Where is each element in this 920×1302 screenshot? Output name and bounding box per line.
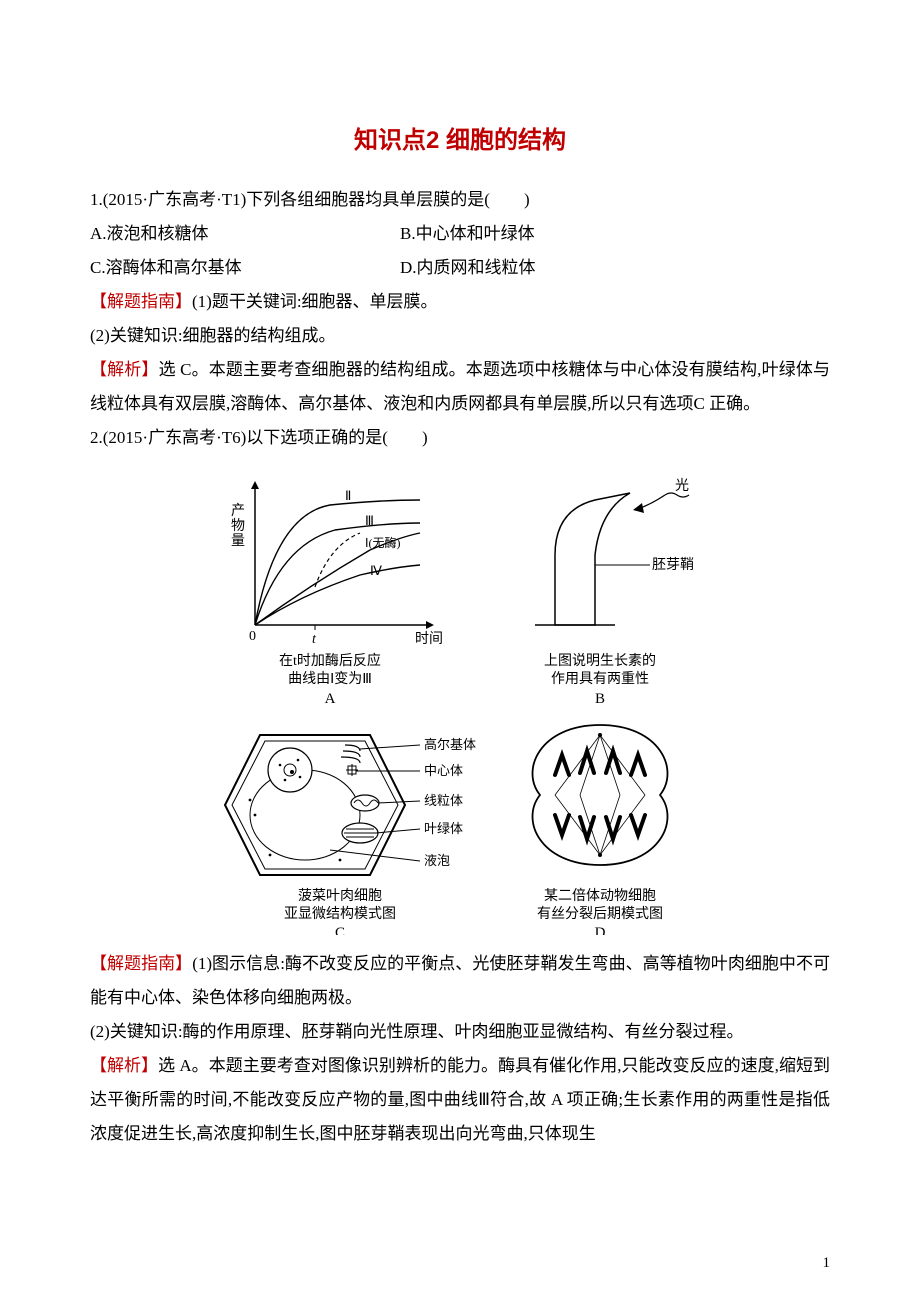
panel-b-cap1: 上图说明生长素的 — [544, 653, 656, 669]
q1-opt-c: C.溶酶体和高尔基体 — [90, 251, 400, 285]
q2-guide-2: (2)关键知识:酶的作用原理、胚芽鞘向光性原理、叶肉细胞亚显微结构、有丝分裂过程… — [90, 1015, 830, 1049]
panel-c: 高尔基体 中心体 线粒体 叶绿体 液泡 菠菜叶肉细胞 亚显微结构模式图 C — [225, 735, 476, 935]
panel-d-tag: D — [595, 925, 606, 935]
curve-i: Ⅰ(无酶) — [365, 535, 401, 550]
q1-ans-label: 【解析】 — [90, 360, 159, 379]
page: 知识点2 细胞的结构 1.(2015·广东高考·T1)下列各组细胞器均具单层膜的… — [0, 0, 920, 1302]
page-title: 知识点2 细胞的结构 — [90, 120, 830, 155]
q1-guide-1: 【解题指南】(1)题干关键词:细胞器、单层膜。 — [90, 285, 830, 319]
q2-guide-1: 【解题指南】(1)图示信息:酶不改变反应的平衡点、光使胚芽鞘发生弯曲、高等植物叶… — [90, 947, 830, 1015]
panel-c-cap1: 菠菜叶肉细胞 — [298, 888, 382, 904]
panel-a-cap1: 在t时加酶后反应 — [279, 652, 381, 669]
q2-stem: 2.(2015·广东高考·T6)以下选项正确的是( ) — [90, 421, 830, 455]
q2-analysis: 【解析】选 A。本题主要考查对图像识别辨析的能力。酶具有催化作用,只能改变反应的… — [90, 1049, 830, 1151]
panel-c-l4: 液泡 — [424, 853, 450, 868]
panel-d-cap2: 有丝分裂后期模式图 — [537, 906, 663, 922]
panel-c-l0: 高尔基体 — [424, 737, 476, 752]
q2-guide-text-1: (1)图示信息:酶不改变反应的平衡点、光使胚芽鞘发生弯曲、高等植物叶肉细胞中不可… — [90, 954, 830, 1007]
q1-opt-a: A.液泡和核糖体 — [90, 217, 400, 251]
panel-a-origin: 0 — [249, 629, 256, 644]
q1-options-row1: A.液泡和核糖体 B.中心体和叶绿体 — [90, 217, 830, 251]
q1-guide-text-1: (1)题干关键词:细胞器、单层膜。 — [192, 292, 438, 311]
panel-a-t: t — [312, 632, 317, 647]
panel-a-ylabel: 产物量 — [231, 503, 245, 549]
q1-opt-b: B.中心体和叶绿体 — [400, 217, 535, 251]
panel-d-cap1: 某二倍体动物细胞 — [544, 888, 656, 904]
q2-ans-text: 选 A。本题主要考查对图像识别辨析的能力。酶具有催化作用,只能改变反应的速度,缩… — [90, 1056, 830, 1143]
q2-guide-label: 【解题指南】 — [90, 954, 192, 973]
panel-b-cap2: 作用具有两重性 — [551, 671, 649, 687]
panel-a: 产物量 时间 0 t Ⅱ Ⅲ Ⅰ(无酶) — [231, 481, 443, 707]
q1-stem: 1.(2015·广东高考·T1)下列各组细胞器均具单层膜的是( ) — [90, 183, 830, 217]
curve-iii: Ⅲ — [365, 513, 374, 528]
panel-c-cap2: 亚显微结构模式图 — [284, 906, 396, 922]
q2-ans-label: 【解析】 — [90, 1056, 158, 1075]
panel-b-light: 光 — [675, 478, 689, 494]
panel-c-l3: 叶绿体 — [424, 821, 463, 836]
curve-ii: Ⅱ — [345, 488, 351, 503]
panel-d: 某二倍体动物细胞 有丝分裂后期模式图 D — [533, 725, 668, 935]
curve-iv: Ⅳ — [370, 563, 382, 578]
panel-c-l2: 线粒体 — [424, 793, 463, 808]
q1-guide-2: (2)关键知识:细胞器的结构组成。 — [90, 319, 830, 353]
page-number: 1 — [823, 1255, 831, 1272]
panel-b: 光 胚芽鞘 上图说明生长素的 作用具有两重性 B — [535, 478, 694, 707]
panel-b-part: 胚芽鞘 — [652, 557, 694, 573]
q1-ans-text: 选 C。本题主要考查细胞器的结构组成。本题选项中核糖体与中心体没有膜结构,叶绿体… — [90, 360, 830, 413]
q2-figure-svg: 产物量 时间 0 t Ⅱ Ⅲ Ⅰ(无酶) — [200, 465, 720, 935]
q1-analysis: 【解析】选 C。本题主要考查细胞器的结构组成。本题选项中核糖体与中心体没有膜结构… — [90, 353, 830, 421]
panel-b-tag: B — [595, 691, 605, 707]
q1-guide-label: 【解题指南】 — [90, 292, 192, 311]
q1-opt-d: D.内质网和线粒体 — [400, 251, 536, 285]
panel-a-cap2: 曲线由Ⅰ变为Ⅲ — [288, 671, 372, 687]
panel-c-tag: C — [335, 925, 345, 935]
q1-options-row2: C.溶酶体和高尔基体 D.内质网和线粒体 — [90, 251, 830, 285]
q2-figure: 产物量 时间 0 t Ⅱ Ⅲ Ⅰ(无酶) — [90, 465, 830, 935]
panel-c-l1: 中心体 — [424, 763, 463, 778]
panel-a-xlabel: 时间 — [415, 631, 443, 647]
panel-a-tag: A — [325, 691, 336, 707]
